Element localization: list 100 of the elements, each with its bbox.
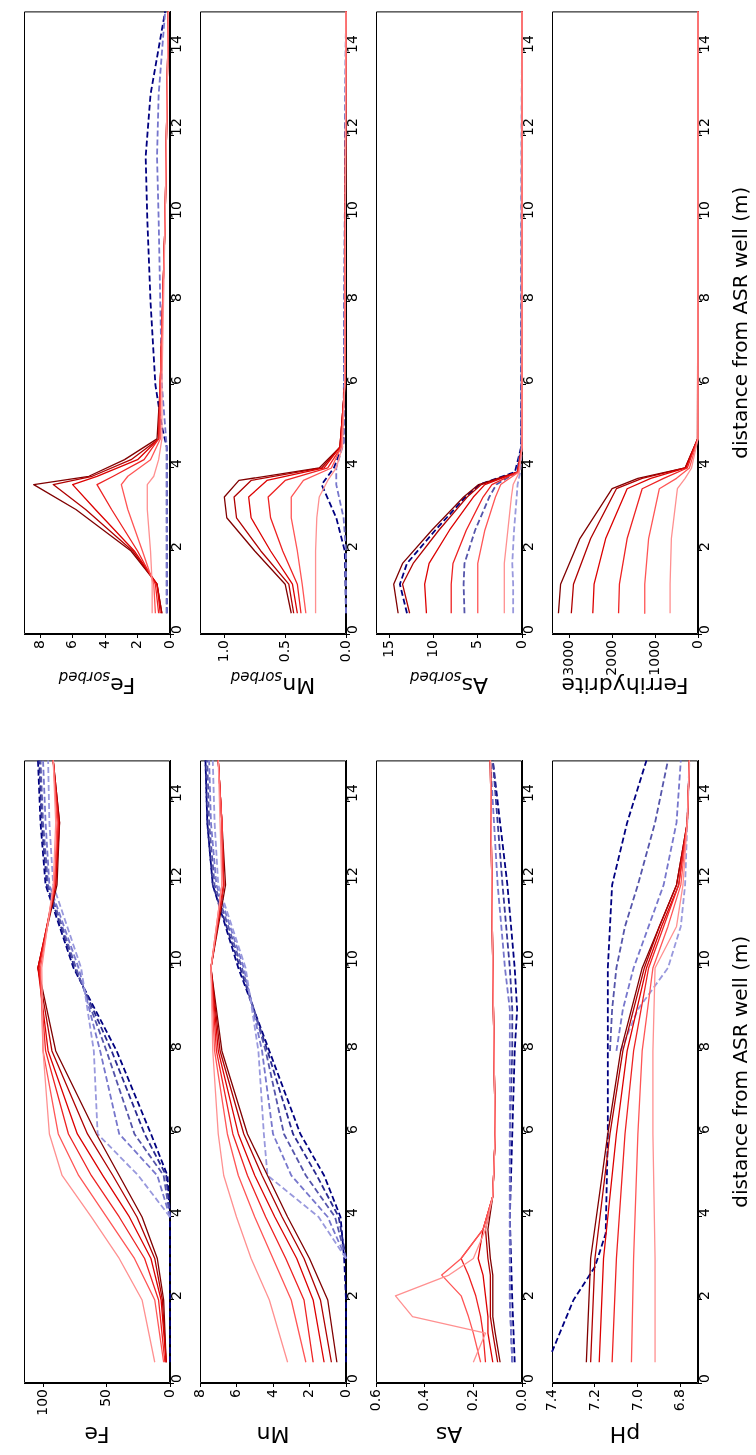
y-tick-label: 2 bbox=[343, 1291, 360, 1300]
y-tick-label: 12 bbox=[343, 867, 360, 885]
x-tick-label: 8 bbox=[190, 1389, 207, 1398]
y-tick-label: 10 bbox=[167, 201, 184, 219]
y-tick-label: 14 bbox=[695, 784, 712, 802]
y-tick-label: 0 bbox=[343, 625, 360, 634]
y-tick-label: 8 bbox=[519, 1042, 536, 1051]
x-axis-title: Fe bbox=[84, 1422, 110, 1448]
y-tick-label: 14 bbox=[167, 784, 184, 802]
y-tick-label: 2 bbox=[519, 1291, 536, 1300]
y-tick-label: 8 bbox=[167, 1042, 184, 1051]
x-tick-label: 4 bbox=[263, 1388, 280, 1398]
y-tick-label: 8 bbox=[167, 293, 184, 302]
y-tick-label: 14 bbox=[343, 35, 360, 53]
x-tick-label: 0 bbox=[688, 640, 705, 649]
x-axis-title: Mn bbox=[256, 1422, 290, 1448]
y-tick-label: 4 bbox=[343, 458, 360, 468]
x-tick-label: 50 bbox=[97, 1389, 114, 1407]
x-tick-label: 0.4 bbox=[415, 1388, 432, 1412]
y-tick-label: 6 bbox=[343, 1124, 360, 1134]
y-tick-label: 10 bbox=[519, 201, 536, 219]
y-tick-label: 14 bbox=[519, 35, 536, 53]
x-tick-label: 1000 bbox=[645, 640, 662, 676]
y-tick-label: 14 bbox=[519, 784, 536, 802]
x-tick-label: 0 bbox=[160, 640, 177, 649]
x-tick-label: 5 bbox=[468, 640, 485, 649]
y-tick-label: 8 bbox=[343, 1042, 360, 1051]
y-tick-label: 10 bbox=[695, 950, 712, 968]
x-axis-title: pH bbox=[609, 1422, 641, 1448]
y-tick-label: 0 bbox=[519, 625, 536, 634]
y-tick-label: 2 bbox=[167, 1291, 184, 1300]
x-tick-label: 15 bbox=[379, 640, 396, 658]
x-tick-label: 8 bbox=[30, 640, 47, 649]
x-tick-label: 6 bbox=[227, 1388, 244, 1398]
y-tick-label: 6 bbox=[167, 375, 184, 385]
y-tick-label: 12 bbox=[519, 118, 536, 136]
y-tick-label: 0 bbox=[167, 1374, 184, 1383]
x-tick-label: 1.0 bbox=[214, 640, 231, 663]
x-tick-label: 0 bbox=[160, 1389, 177, 1398]
x-tick-label: 7.0 bbox=[628, 1389, 645, 1412]
x-tick-label: 0.0 bbox=[336, 640, 353, 663]
y-tick-label: 4 bbox=[343, 1207, 360, 1217]
y-tick-label: 12 bbox=[167, 867, 184, 885]
y-tick-label: 12 bbox=[695, 118, 712, 136]
y-tick-label: 12 bbox=[343, 118, 360, 136]
y-axis-title: distance from ASR well (m) bbox=[728, 935, 753, 1208]
x-tick-label: 7.2 bbox=[585, 1389, 602, 1412]
x-tick-label: 3000 bbox=[559, 640, 576, 676]
y-tick-label: 0 bbox=[695, 1374, 712, 1383]
x-axis-title: As bbox=[435, 1422, 463, 1448]
y-axis-title: distance from ASR well (m) bbox=[728, 186, 753, 459]
y-tick-label: 8 bbox=[519, 293, 536, 302]
y-tick-label: 6 bbox=[519, 1124, 536, 1134]
y-tick-label: 10 bbox=[343, 950, 360, 968]
x-tick-label: 0 bbox=[336, 1389, 353, 1398]
x-axis-title: Assorbed bbox=[409, 668, 488, 699]
y-tick-label: 10 bbox=[343, 201, 360, 219]
y-tick-label: 14 bbox=[695, 35, 712, 53]
y-tick-label: 12 bbox=[519, 867, 536, 885]
y-tick-label: 12 bbox=[167, 118, 184, 136]
x-tick-label: 10 bbox=[424, 640, 441, 658]
x-tick-label: 100 bbox=[33, 1389, 50, 1416]
x-tick-label: 2 bbox=[300, 1389, 317, 1398]
y-tick-label: 2 bbox=[167, 542, 184, 551]
x-tick-label: 0.2 bbox=[463, 1389, 480, 1412]
y-tick-label: 2 bbox=[343, 542, 360, 551]
y-tick-label: 6 bbox=[167, 1124, 184, 1134]
y-tick-label: 8 bbox=[695, 293, 712, 302]
x-tick-label: 4 bbox=[95, 639, 112, 649]
y-tick-label: 4 bbox=[695, 458, 712, 468]
x-axis-title: Mnsorbed bbox=[230, 668, 316, 699]
x-tick-label: 0.5 bbox=[275, 640, 292, 663]
y-tick-label: 6 bbox=[343, 375, 360, 385]
y-tick-label: 0 bbox=[519, 1374, 536, 1383]
x-tick-label: 0.0 bbox=[512, 1389, 529, 1412]
y-tick-label: 2 bbox=[695, 542, 712, 551]
x-tick-label: 0 bbox=[512, 640, 529, 649]
y-tick-label: 6 bbox=[695, 1124, 712, 1134]
y-tick-label: 14 bbox=[343, 784, 360, 802]
y-tick-label: 8 bbox=[343, 293, 360, 302]
y-tick-label: 0 bbox=[343, 1374, 360, 1383]
x-tick-label: 6 bbox=[63, 639, 80, 649]
y-tick-label: 6 bbox=[695, 375, 712, 385]
x-axis-title: Fesorbed bbox=[58, 668, 136, 699]
x-tick-label: 2 bbox=[128, 640, 145, 649]
x-tick-label: 6.8 bbox=[671, 1389, 688, 1412]
y-tick-label: 10 bbox=[695, 201, 712, 219]
y-tick-label: 0 bbox=[167, 625, 184, 634]
y-tick-label: 0 bbox=[695, 625, 712, 634]
y-tick-label: 4 bbox=[519, 458, 536, 468]
x-tick-label: 0.6 bbox=[366, 1388, 383, 1412]
y-tick-label: 14 bbox=[167, 35, 184, 53]
x-tick-label: 7.4 bbox=[542, 1388, 559, 1412]
x-axis-title: Ferrihydrite bbox=[561, 673, 689, 699]
y-tick-label: 6 bbox=[519, 375, 536, 385]
y-tick-label: 4 bbox=[519, 1207, 536, 1217]
y-tick-label: 2 bbox=[519, 542, 536, 551]
y-tick-label: 12 bbox=[695, 867, 712, 885]
y-tick-label: 4 bbox=[167, 1207, 184, 1217]
y-tick-label: 8 bbox=[695, 1042, 712, 1051]
